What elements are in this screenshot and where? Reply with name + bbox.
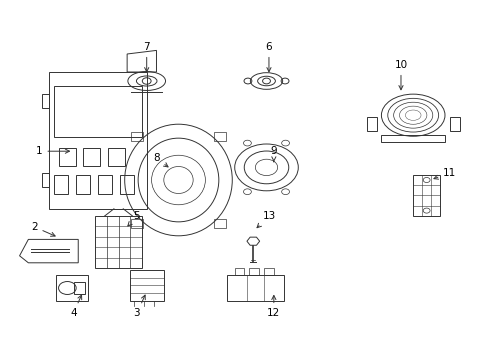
Text: 8: 8 <box>153 153 168 167</box>
Text: 13: 13 <box>257 211 275 228</box>
Text: 5: 5 <box>127 211 140 226</box>
Text: 7: 7 <box>143 42 150 72</box>
Text: 6: 6 <box>265 42 272 72</box>
Text: 9: 9 <box>270 146 277 162</box>
Text: 11: 11 <box>433 168 456 179</box>
Text: 4: 4 <box>70 295 81 318</box>
Text: 12: 12 <box>266 296 280 318</box>
Text: 1: 1 <box>36 146 69 156</box>
Text: 10: 10 <box>394 60 407 90</box>
Text: 2: 2 <box>31 222 55 236</box>
Text: 3: 3 <box>133 295 145 318</box>
